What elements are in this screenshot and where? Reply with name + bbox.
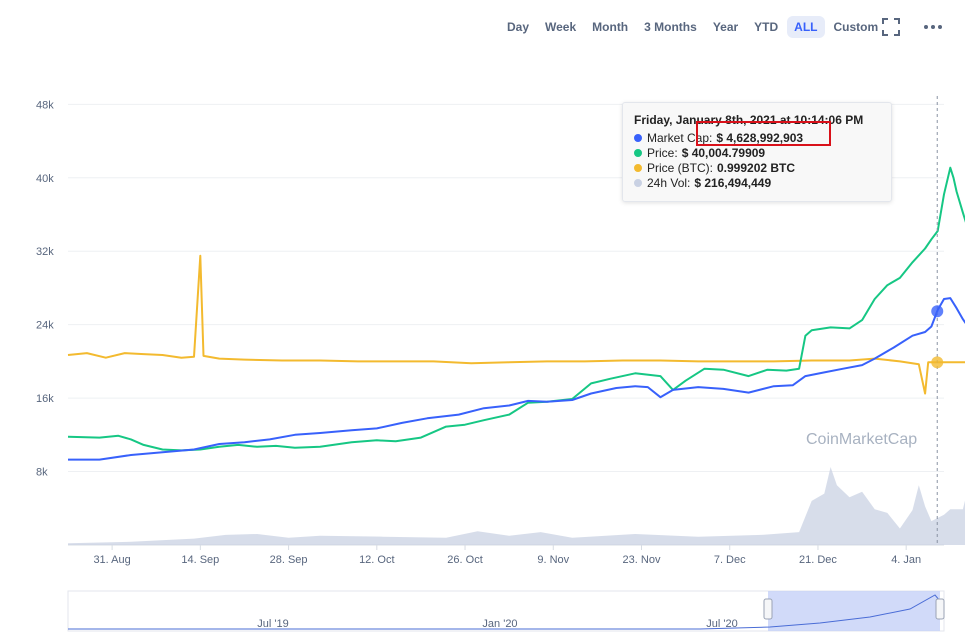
fullscreen-icon[interactable]	[880, 16, 902, 38]
series-dot-icon	[634, 134, 642, 142]
series-dot-icon	[634, 164, 642, 172]
tooltip-label: 24h Vol:	[647, 176, 691, 190]
tooltip-label: Price (BTC):	[647, 161, 713, 175]
range-button-ytd[interactable]: YTD	[754, 20, 779, 34]
range-button-year[interactable]: Year	[712, 20, 739, 34]
hover-marker	[931, 305, 944, 318]
market-cap-highlight-box	[696, 121, 831, 146]
tooltip-value: 0.999202 BTC	[717, 161, 796, 175]
tooltip-row: Price (BTC): 0.999202 BTC	[634, 161, 795, 175]
x-tick-label: 7. Dec	[714, 554, 746, 566]
x-tick-label: 21. Dec	[799, 554, 837, 566]
fullscreen-icon-glyph	[882, 18, 900, 36]
range-button-week[interactable]: Week	[545, 20, 577, 34]
range-button-all[interactable]: ALL	[787, 16, 825, 38]
x-tick-label: 4. Jan	[891, 554, 921, 566]
range-button-month[interactable]: Month	[592, 20, 629, 34]
tooltip-value: $ 216,494,449	[694, 176, 772, 190]
handle-right-icon[interactable]	[935, 598, 945, 620]
tooltip-row: Price: $ 40,004.79909	[634, 146, 765, 160]
tooltip-title: Friday, January 8th, 2021 at 10:14:06 PM	[634, 113, 864, 127]
navigator-label: Jul '20	[706, 618, 737, 630]
range-button-custom[interactable]: Custom	[833, 20, 879, 34]
navigator-label: Jan '20	[482, 618, 517, 630]
y-tick-label: 8k	[36, 467, 48, 479]
hover-marker	[931, 356, 944, 369]
tooltip-label: Price:	[647, 146, 678, 160]
watermark: CoinMarketCap	[806, 431, 917, 448]
y-tick-label: 40k	[36, 173, 54, 185]
range-button-3-months[interactable]: 3 Months	[644, 20, 697, 34]
series-area-24h-vol	[68, 467, 965, 545]
chart-tooltip: Friday, January 8th, 2021 at 10:14:06 PM…	[622, 102, 892, 202]
handle-left-icon[interactable]	[763, 598, 773, 620]
x-tick-label: 12. Oct	[359, 554, 394, 566]
y-tick-label: 48k	[36, 99, 54, 111]
series-dot-icon	[634, 179, 642, 187]
series-dot-icon	[634, 149, 642, 157]
tooltip-row: 24h Vol: $ 216,494,449	[634, 176, 771, 190]
y-tick-label: 24k	[36, 320, 54, 332]
navigator-selection	[768, 591, 940, 631]
tooltip-value: $ 40,004.79909	[681, 146, 766, 160]
series-line-price-btc-	[67, 254, 965, 395]
tooltip-value: $ 4,628,992,903	[716, 131, 804, 145]
x-tick-label: 14. Sep	[181, 554, 219, 566]
navigator-line	[68, 594, 941, 630]
time-range-toolbar: Day Week Month 3 Months Year YTD ALL Custom	[500, 14, 887, 40]
x-tick-label: 28. Sep	[270, 554, 308, 566]
y-tick-label: 32k	[36, 246, 54, 258]
more-options-icon-glyph	[924, 25, 942, 29]
more-options-icon[interactable]	[922, 16, 944, 38]
x-tick-label: 9. Nov	[537, 554, 569, 566]
x-tick-label: 26. Oct	[447, 554, 482, 566]
navigator-label: Jul '19	[257, 618, 288, 630]
x-tick-label: 23. Nov	[623, 554, 661, 566]
y-tick-label: 16k	[36, 393, 54, 405]
x-tick-label: 31. Aug	[93, 554, 130, 566]
range-button-day[interactable]: Day	[507, 20, 530, 34]
